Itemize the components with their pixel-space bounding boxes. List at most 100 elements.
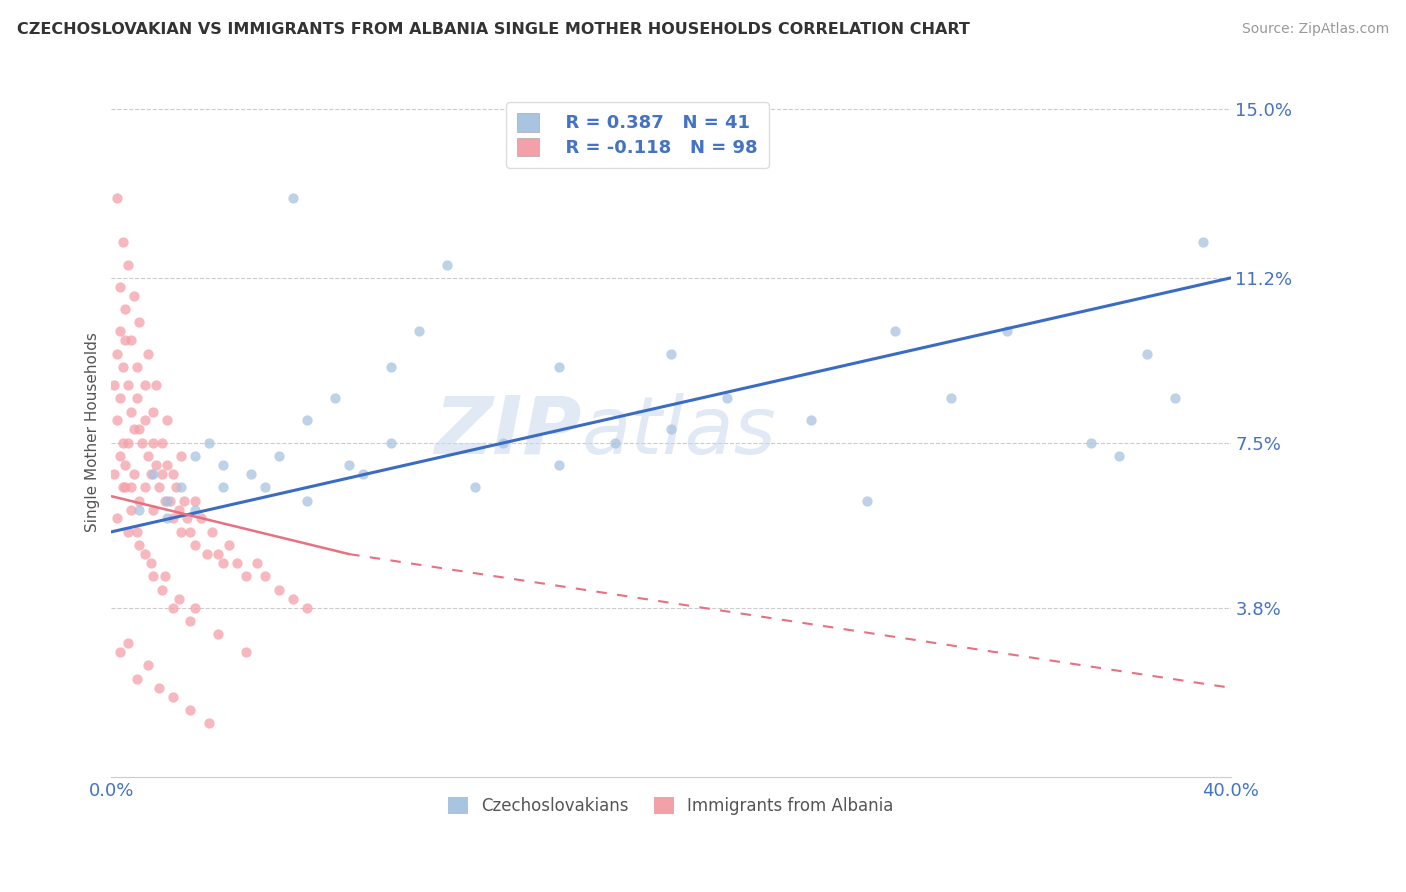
- Y-axis label: Single Mother Households: Single Mother Households: [86, 332, 100, 532]
- Point: [139, 556, 162, 570]
- Point: [659, 346, 682, 360]
- Point: [153, 569, 176, 583]
- Point: [108, 325, 131, 339]
- Point: [436, 258, 458, 272]
- Point: [246, 556, 269, 570]
- Point: [134, 547, 156, 561]
- Point: [134, 413, 156, 427]
- Point: [603, 435, 626, 450]
- Point: [117, 524, 139, 539]
- Point: [136, 658, 159, 673]
- Point: [159, 493, 181, 508]
- Point: [120, 480, 142, 494]
- Point: [108, 645, 131, 659]
- Point: [856, 493, 879, 508]
- Point: [150, 582, 173, 597]
- Point: [125, 672, 148, 686]
- Point: [136, 346, 159, 360]
- Point: [283, 591, 305, 606]
- Point: [179, 524, 201, 539]
- Point: [1108, 449, 1130, 463]
- Point: [150, 435, 173, 450]
- Point: [139, 467, 162, 481]
- Point: [548, 458, 571, 472]
- Point: [800, 413, 823, 427]
- Point: [111, 359, 134, 374]
- Point: [179, 703, 201, 717]
- Point: [125, 359, 148, 374]
- Point: [117, 258, 139, 272]
- Point: [408, 325, 430, 339]
- Point: [184, 538, 207, 552]
- Point: [128, 493, 150, 508]
- Point: [125, 391, 148, 405]
- Point: [939, 391, 962, 405]
- Point: [173, 493, 195, 508]
- Point: [212, 458, 235, 472]
- Point: [254, 569, 277, 583]
- Point: [162, 467, 184, 481]
- Point: [114, 302, 136, 317]
- Point: [117, 377, 139, 392]
- Point: [142, 502, 165, 516]
- Point: [142, 404, 165, 418]
- Point: [117, 435, 139, 450]
- Point: [114, 333, 136, 347]
- Point: [145, 458, 167, 472]
- Point: [201, 524, 224, 539]
- Point: [659, 422, 682, 436]
- Point: [156, 413, 179, 427]
- Point: [323, 391, 346, 405]
- Point: [883, 325, 905, 339]
- Point: [105, 413, 128, 427]
- Point: [297, 600, 319, 615]
- Point: [176, 511, 198, 525]
- Point: [212, 480, 235, 494]
- Point: [120, 404, 142, 418]
- Point: [184, 449, 207, 463]
- Point: [145, 377, 167, 392]
- Point: [128, 502, 150, 516]
- Point: [105, 346, 128, 360]
- Point: [111, 235, 134, 250]
- Point: [226, 556, 249, 570]
- Point: [108, 391, 131, 405]
- Point: [167, 502, 190, 516]
- Point: [195, 547, 218, 561]
- Point: [148, 681, 170, 695]
- Point: [114, 480, 136, 494]
- Point: [156, 493, 179, 508]
- Point: [235, 569, 257, 583]
- Point: [212, 556, 235, 570]
- Point: [269, 582, 291, 597]
- Point: [235, 645, 257, 659]
- Point: [218, 538, 240, 552]
- Point: [134, 480, 156, 494]
- Point: [111, 480, 134, 494]
- Point: [148, 480, 170, 494]
- Text: CZECHOSLOVAKIAN VS IMMIGRANTS FROM ALBANIA SINGLE MOTHER HOUSEHOLDS CORRELATION : CZECHOSLOVAKIAN VS IMMIGRANTS FROM ALBAN…: [17, 22, 970, 37]
- Point: [153, 493, 176, 508]
- Point: [297, 493, 319, 508]
- Point: [254, 480, 277, 494]
- Point: [162, 690, 184, 704]
- Point: [162, 600, 184, 615]
- Point: [128, 316, 150, 330]
- Point: [108, 280, 131, 294]
- Point: [142, 569, 165, 583]
- Point: [297, 413, 319, 427]
- Point: [283, 191, 305, 205]
- Point: [120, 333, 142, 347]
- Point: [352, 467, 374, 481]
- Point: [128, 538, 150, 552]
- Point: [170, 480, 193, 494]
- Point: [170, 449, 193, 463]
- Point: [142, 435, 165, 450]
- Point: [105, 191, 128, 205]
- Point: [207, 547, 229, 561]
- Point: [111, 435, 134, 450]
- Point: [136, 449, 159, 463]
- Point: [207, 627, 229, 641]
- Point: [1163, 391, 1185, 405]
- Point: [103, 467, 125, 481]
